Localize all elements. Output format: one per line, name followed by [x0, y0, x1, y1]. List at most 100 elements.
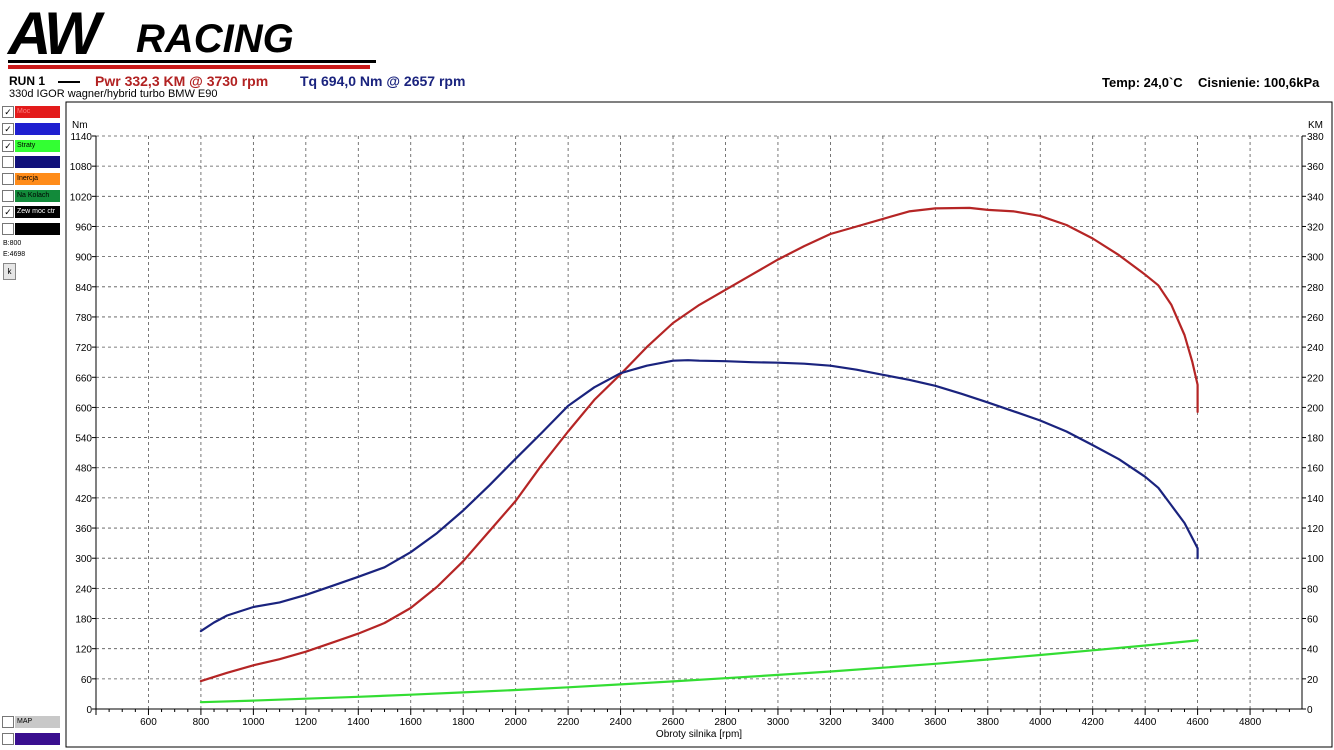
legend-item[interactable]: ✓ Straty — [2, 140, 60, 152]
legend-item[interactable]: ✓ Moc — [2, 106, 60, 118]
pressure-readout: Cisnienie: 100,6kPa — [1198, 75, 1320, 90]
series-line-2 — [199, 639, 1199, 704]
k-button[interactable]: k — [3, 263, 16, 280]
x-tick-label: 800 — [193, 717, 210, 728]
y-tick-label-left: 1080 — [70, 162, 93, 173]
y-tick-label-left: 300 — [75, 554, 92, 565]
legend-label — [15, 123, 60, 135]
y-tick-label-right: 160 — [1307, 464, 1324, 475]
legend-checkbox[interactable] — [2, 156, 14, 168]
y-tick-label-right: 140 — [1307, 494, 1324, 505]
legend-label: Inercja — [15, 173, 60, 185]
y-tick-label-left: 60 — [81, 675, 93, 686]
power-summary: Pwr 332,3 KM @ 3730 rpm — [95, 73, 269, 89]
y-tick-label-right: 100 — [1307, 554, 1324, 565]
y-tick-label-left: 420 — [75, 494, 92, 505]
x-tick-label: 2200 — [557, 717, 580, 728]
y-tick-label-left: 1140 — [70, 132, 92, 143]
x-tick-label: 4800 — [1239, 717, 1262, 728]
x-tick-label: 2000 — [505, 717, 528, 728]
y-tick-label-right: 0 — [1307, 705, 1313, 716]
y-tick-label-right: 360 — [1307, 162, 1324, 173]
x-tick-label: 1200 — [295, 717, 318, 728]
legend-item[interactable] — [2, 156, 60, 168]
legend-item[interactable]: Inercja — [2, 173, 60, 185]
chart-frame — [65, 101, 1333, 748]
y-tick-label-left: 0 — [86, 705, 92, 716]
legend-label — [15, 156, 60, 168]
legend-checkbox[interactable]: ✓ — [2, 106, 14, 118]
x-tick-label: 3400 — [872, 717, 895, 728]
y-tick-label-right: 300 — [1307, 253, 1324, 264]
legend-item[interactable] — [2, 223, 60, 235]
bottom-checkbox[interactable] — [2, 733, 14, 745]
y-tick-label-right: 200 — [1307, 403, 1324, 414]
legend-checkbox[interactable] — [2, 173, 14, 185]
x-tick-label: 1000 — [242, 717, 265, 728]
run-label: RUN 1 — [9, 74, 46, 88]
x-tick-label: 4400 — [1134, 717, 1157, 728]
y-tick-label-right: 380 — [1307, 132, 1324, 143]
legend-label: Na Kolach — [15, 190, 60, 202]
x-tick-label: 2800 — [714, 717, 737, 728]
y-tick-label-right: 240 — [1307, 343, 1324, 354]
y-tick-label-left: 240 — [75, 584, 92, 595]
legend-item-map[interactable]: MAP — [2, 716, 60, 728]
x-tick-label: 3000 — [767, 717, 790, 728]
legend-checkbox[interactable] — [2, 190, 14, 202]
y-tick-label-right: 40 — [1307, 645, 1319, 656]
x-tick-label: 3600 — [924, 717, 947, 728]
y-tick-label-left: 900 — [75, 253, 92, 264]
x-tick-label: 1600 — [400, 717, 423, 728]
y-tick-label-right: 120 — [1307, 524, 1324, 535]
x-tick-label: 3800 — [977, 717, 1000, 728]
legend-item[interactable]: ✓ — [2, 123, 60, 135]
legend-checkbox[interactable]: ✓ — [2, 140, 14, 152]
x-tick-label: 4200 — [1082, 717, 1105, 728]
y-tick-label-right: 80 — [1307, 584, 1319, 595]
y-tick-label-left: 720 — [75, 343, 92, 354]
temperature-readout: Temp: 24,0`C — [1102, 75, 1183, 90]
y-tick-label-right: 320 — [1307, 222, 1324, 233]
x-axis-label: Obroty silnika [rpm] — [656, 729, 742, 740]
legend-item[interactable]: ✓ Zew moc ctr — [2, 206, 60, 218]
y-tick-label-right: 180 — [1307, 434, 1324, 445]
end-rpm-label: E:4698 — [3, 251, 26, 258]
x-tick-label: 2400 — [609, 717, 632, 728]
svg-text:AW: AW — [6, 2, 105, 67]
run-line-swatch — [58, 81, 80, 83]
awracing-logo: AW RACING — [6, 2, 376, 69]
series-line-1 — [199, 359, 1199, 633]
x-tick-label: 1400 — [347, 717, 370, 728]
y-tick-label-left: 480 — [75, 464, 92, 475]
y-tick-label-left: 1020 — [70, 192, 93, 203]
y-tick-label-right: 260 — [1307, 313, 1324, 324]
x-tick-label: 4600 — [1186, 717, 1209, 728]
vehicle-description: 330d IGOR wagner/hybrid turbo BMW E90 — [9, 88, 218, 100]
y-axis-label-right: KM — [1308, 120, 1323, 131]
legend-label: Moc — [15, 106, 60, 118]
y-tick-label-left: 120 — [75, 645, 92, 656]
y-tick-label-left: 360 — [75, 524, 92, 535]
y-tick-label-left: 660 — [75, 373, 92, 384]
legend-item-bottom[interactable] — [2, 733, 60, 745]
bottom-swatch — [15, 733, 60, 745]
y-tick-label-left: 540 — [75, 434, 92, 445]
y-axis-label-left: Nm — [72, 120, 88, 131]
y-tick-label-right: 220 — [1307, 373, 1324, 384]
legend-checkbox[interactable]: ✓ — [2, 206, 14, 218]
x-tick-label: 4000 — [1029, 717, 1052, 728]
legend-checkbox[interactable] — [2, 223, 14, 235]
map-label: MAP — [15, 716, 60, 728]
y-tick-label-left: 840 — [75, 283, 92, 294]
x-tick-label: 2600 — [662, 717, 685, 728]
legend-item[interactable]: Na Kolach — [2, 190, 60, 202]
legend-checkbox[interactable]: ✓ — [2, 123, 14, 135]
map-checkbox[interactable] — [2, 716, 14, 728]
svg-text:RACING: RACING — [136, 17, 294, 61]
legend-label: Straty — [15, 140, 60, 152]
y-tick-label-left: 180 — [75, 615, 92, 626]
x-tick-label: 1800 — [452, 717, 475, 728]
x-tick-label: 3200 — [819, 717, 842, 728]
